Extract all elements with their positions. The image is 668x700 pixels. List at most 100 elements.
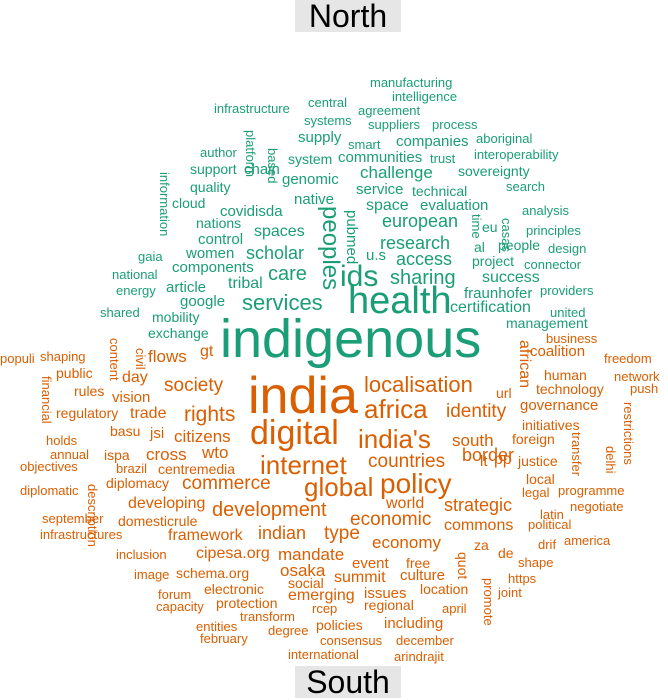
north-word: system	[288, 151, 333, 167]
south-word: jsi	[150, 425, 165, 442]
south-word: forum	[158, 587, 192, 602]
north-word: article	[166, 279, 207, 296]
north-header: North	[295, 0, 401, 32]
south-word: transfer	[569, 432, 584, 477]
south-word: initiatives	[522, 417, 580, 433]
north-word: health	[348, 280, 452, 322]
south-word: south	[452, 431, 494, 450]
north-word: intelligence	[392, 89, 458, 104]
north-word: author	[200, 145, 237, 160]
south-word: populi	[0, 351, 35, 366]
north-word: challenge	[360, 163, 433, 182]
south-word: local	[526, 471, 555, 487]
south-word: domesticrule	[118, 513, 198, 529]
south-word: commons	[444, 517, 514, 534]
south-word: countries	[368, 451, 446, 472]
south-word: policies	[316, 617, 363, 633]
south-word: infrastructures	[40, 527, 123, 542]
north-word: fraunhofer	[464, 285, 533, 302]
south-word: december	[396, 633, 454, 648]
south-word: legal	[522, 485, 550, 500]
south-header: South	[295, 666, 401, 698]
south-word: rules	[74, 383, 105, 399]
south-word: framework	[168, 527, 243, 544]
south-word: border	[462, 445, 515, 465]
south-word: diplomacy	[106, 475, 170, 491]
north-word: cloud	[172, 195, 206, 211]
north-word: peoples	[317, 206, 344, 291]
south-word: including	[384, 615, 444, 632]
south-word: political	[528, 517, 572, 532]
south-word: network	[614, 369, 660, 384]
north-word: women	[186, 245, 235, 262]
south-word: citizens	[174, 427, 231, 446]
south-word: africa	[364, 394, 428, 424]
north-word: genomic	[282, 171, 339, 188]
north-word: sovereignty	[458, 163, 530, 179]
south-word: social	[288, 575, 324, 591]
north-word: communities	[338, 149, 423, 166]
south-word: localisation	[364, 372, 473, 397]
south-word: electronic	[204, 581, 264, 597]
south-word: image	[134, 567, 170, 582]
north-word: control	[198, 231, 244, 248]
north-word: mobility	[152, 309, 200, 325]
north-word: native	[294, 191, 335, 208]
north-word: eu	[482, 219, 498, 235]
south-word: event	[352, 555, 389, 572]
south-word: drif	[538, 537, 557, 552]
north-word: care	[268, 263, 307, 285]
south-word: emerging	[288, 587, 355, 604]
south-word: osaka	[280, 561, 326, 580]
south-word: transform	[240, 609, 295, 624]
south-word: gt	[200, 343, 214, 360]
south-word: economy	[372, 533, 441, 552]
north-word: companies	[396, 133, 469, 150]
south-word: strategic	[444, 495, 513, 515]
south-word: trade	[130, 405, 167, 422]
north-word: national	[112, 267, 158, 282]
north-word: services	[242, 290, 323, 315]
south-word: rcep	[312, 601, 338, 616]
south-word: regional	[364, 597, 414, 613]
north-word: energy	[116, 283, 156, 298]
south-word: holds	[46, 433, 78, 448]
north-word: u.s	[366, 247, 387, 264]
north-word: success	[482, 269, 540, 286]
south-word: consensus	[320, 633, 383, 648]
south-word: negotiate	[570, 499, 624, 514]
south-word: protection	[216, 595, 278, 611]
north-word: systems	[304, 113, 352, 128]
south-word: promote	[481, 578, 496, 626]
north-word: infrastructure	[214, 101, 290, 116]
south-word: brazil	[116, 461, 148, 476]
south-word: schema.org	[176, 565, 250, 581]
south-word: international	[288, 647, 359, 662]
south-word: type	[324, 523, 360, 544]
south-word: cipesa.org	[196, 545, 270, 562]
south-word: indian	[258, 523, 307, 543]
south-word: technology	[536, 381, 604, 397]
north-word: access	[396, 249, 453, 269]
north-word: suppliers	[368, 117, 421, 132]
south-word: vision	[112, 389, 151, 406]
south-word: day	[122, 369, 148, 386]
south-word: entities	[196, 619, 238, 634]
south-word: arindrajit	[394, 649, 444, 664]
north-word: quality	[190, 179, 231, 195]
north-word: principles	[526, 223, 581, 238]
south-word: justice	[518, 453, 558, 469]
north-word: scholar	[246, 243, 305, 263]
south-word: september	[42, 511, 104, 526]
south-word: commerce	[182, 473, 271, 494]
north-word: supply	[298, 129, 342, 146]
south-word: programme	[558, 483, 625, 498]
north-word: ids	[340, 260, 379, 293]
north-word: agreement	[358, 103, 421, 118]
south-word: centremedia	[158, 461, 236, 477]
north-word: connector	[524, 257, 582, 272]
south-word: summit	[334, 569, 386, 586]
north-word: trust	[430, 151, 456, 166]
north-word: sharing	[390, 267, 456, 289]
south-word: issues	[364, 585, 407, 602]
